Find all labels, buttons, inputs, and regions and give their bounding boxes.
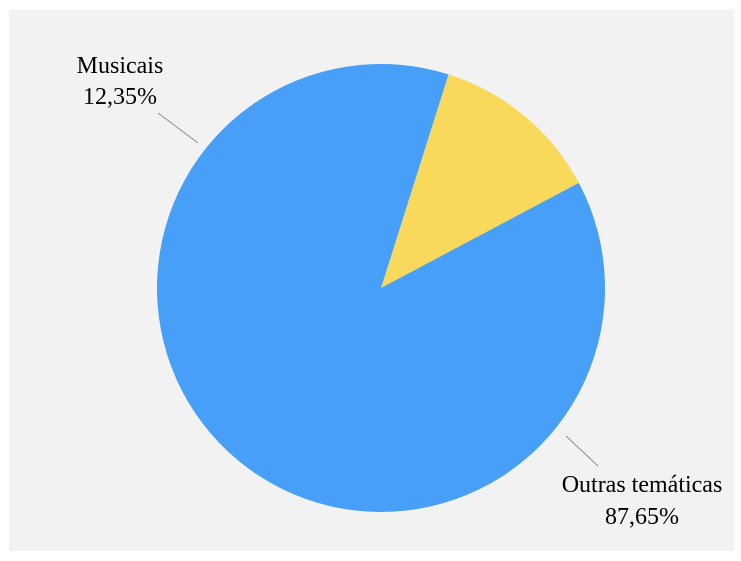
- pie-slices: [156, 63, 605, 512]
- slice-value-outras-tematicas: 87,65%: [605, 504, 679, 530]
- pie-slice-outras-tematicas: [156, 63, 605, 512]
- slice-label-outras-tematicas: Outras temáticas: [562, 472, 723, 498]
- slice-value-musicais: 12,35%: [83, 84, 157, 110]
- leader-line-musicais: [157, 112, 199, 144]
- slice-label-musicais: Musicais: [77, 53, 164, 79]
- leader-line-outras-tematicas: [565, 435, 599, 467]
- pie-slice-musicais: [381, 74, 579, 288]
